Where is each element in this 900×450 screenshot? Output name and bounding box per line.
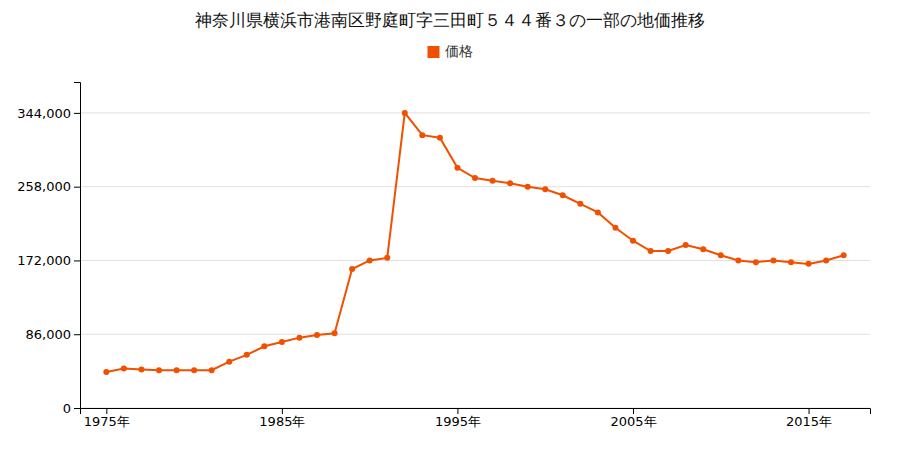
point [191, 367, 197, 373]
tick: 2015年 [786, 408, 832, 429]
tick-mark [282, 408, 283, 414]
chart: 神奈川県横浜市港南区野庭町字三田町５４４番３の一部の地価推移 1975年 1985年… [0, 0, 900, 450]
tick-mark [74, 187, 80, 188]
point [823, 257, 829, 263]
tick-mark [74, 334, 80, 335]
point [806, 261, 812, 267]
point [244, 352, 250, 358]
axis-line [74, 83, 81, 409]
legend: 価格 [428, 43, 473, 59]
point [419, 132, 425, 138]
point [700, 246, 706, 252]
point [718, 252, 724, 258]
point [437, 135, 443, 141]
tick: 2005年 [610, 408, 656, 429]
point [209, 367, 215, 373]
point [648, 248, 654, 254]
point [349, 266, 355, 272]
point [367, 257, 373, 263]
point [384, 255, 390, 261]
title: 神奈川県横浜市港南区野庭町字三田町５４４番３の一部の地価推移 [195, 10, 705, 30]
marks [103, 110, 846, 375]
grid-line [80, 186, 870, 187]
point [542, 186, 548, 192]
point [226, 359, 232, 365]
point [595, 209, 601, 215]
axis-line [81, 409, 871, 415]
tick: 1995年 [435, 408, 481, 429]
point [261, 343, 267, 349]
tick: 258,000 [17, 179, 80, 194]
point [753, 259, 759, 265]
point [735, 257, 741, 263]
point [788, 259, 794, 265]
line [106, 113, 843, 372]
point [841, 252, 847, 258]
point [402, 110, 408, 116]
tick-label: 172,000 [17, 253, 71, 268]
point [630, 238, 636, 244]
tick: 0 [63, 401, 80, 416]
grid [80, 113, 870, 408]
point [279, 339, 285, 345]
tick-mark [106, 408, 107, 414]
tick-label: 86,000 [26, 327, 72, 342]
tick-label: 1995年 [435, 414, 481, 429]
point [770, 257, 776, 263]
legend-swatch [428, 46, 440, 58]
point [683, 242, 689, 248]
point [560, 192, 566, 198]
tick: 86,000 [26, 327, 81, 342]
point [612, 225, 618, 231]
plot: 1975年 1985年 1995年 2005年 2015年 0 86,000 172,000 2… [17, 83, 870, 430]
legend-label: 価格 [445, 43, 473, 59]
point [121, 366, 127, 372]
point [174, 367, 180, 373]
tick-label: 2015年 [786, 414, 832, 429]
tick-label: 1975年 [84, 414, 130, 429]
point [138, 366, 144, 372]
point [472, 175, 478, 181]
tick-mark [74, 113, 80, 114]
tick-mark [74, 260, 80, 261]
tick-mark [457, 408, 458, 414]
tick: 172,000 [17, 253, 80, 268]
point [156, 367, 162, 373]
tick-label: 1985年 [259, 414, 305, 429]
tick-label: 258,000 [17, 179, 71, 194]
y-axis: 0 86,000 172,000 258,000 344,000 [17, 83, 80, 416]
point [577, 201, 583, 207]
point [665, 248, 671, 254]
tick-label: 2005年 [610, 414, 656, 429]
point [525, 184, 531, 190]
legend-item: 価格 [428, 43, 473, 59]
point [507, 180, 513, 186]
grid-line [80, 112, 870, 113]
point [490, 178, 496, 184]
tick: 1975年 [84, 408, 130, 429]
point [454, 165, 460, 171]
tick-mark [809, 408, 810, 414]
tick: 344,000 [17, 106, 80, 121]
point [314, 332, 320, 338]
point [103, 369, 109, 375]
x-axis: 1975年 1985年 1995年 2005年 2015年 [81, 408, 871, 429]
tick-mark [74, 408, 80, 409]
tick-label: 344,000 [17, 106, 71, 121]
point [296, 335, 302, 341]
grid-line [80, 334, 870, 335]
tick: 1985年 [259, 408, 305, 429]
tick-label: 0 [63, 401, 71, 416]
tick-mark [633, 408, 634, 414]
point [332, 330, 338, 336]
